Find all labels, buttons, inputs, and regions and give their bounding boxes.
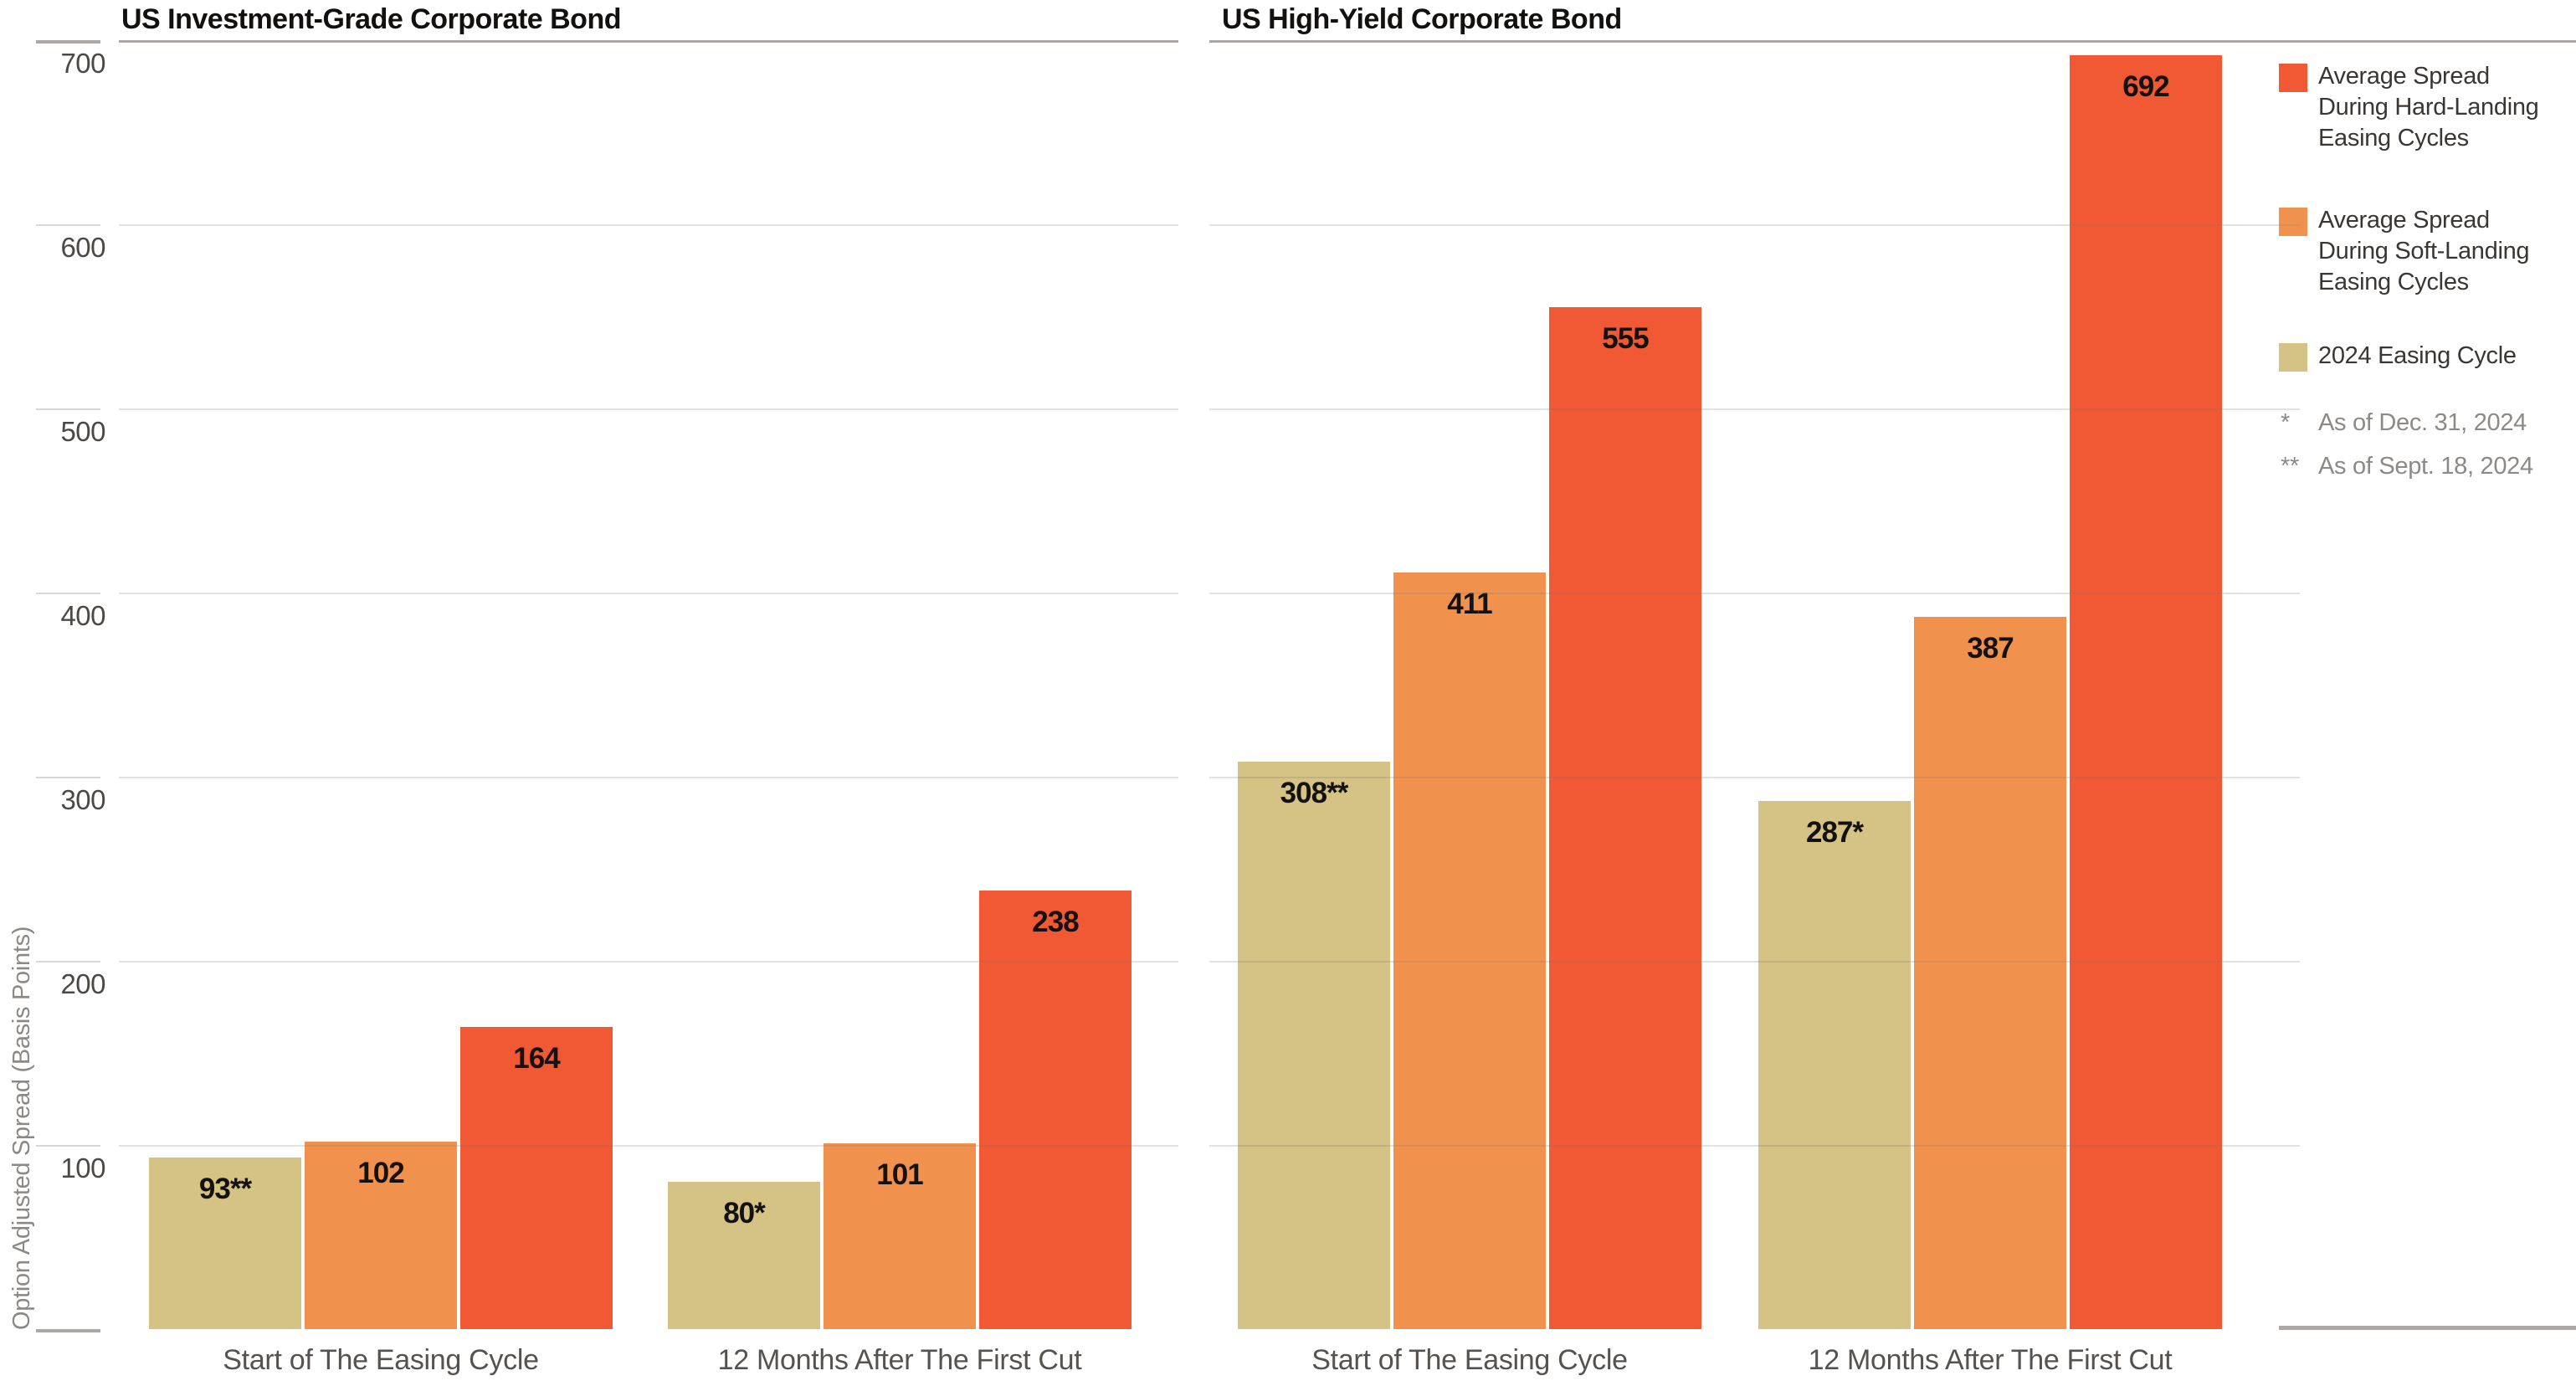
y-tick (36, 961, 100, 963)
y-tick-label: 500 (60, 416, 105, 447)
bar (979, 891, 1131, 1329)
gridline (119, 777, 1178, 778)
footnote-marker: * (2281, 409, 2290, 436)
bar (460, 1027, 613, 1329)
y-tick-label: 300 (60, 784, 105, 815)
legend-swatch-soft-landing (2279, 208, 2307, 236)
bar-value-label: 387 (1967, 632, 2014, 665)
chart-title: US Investment-Grade Corporate Bond (121, 3, 621, 35)
y-tick (36, 777, 100, 778)
gridline (119, 224, 1178, 226)
category-label: 12 Months After The First Cut (717, 1344, 1082, 1376)
bar (2070, 55, 2222, 1329)
gridline (1209, 224, 2300, 226)
legend-label-line: Average Spread (2318, 63, 2490, 90)
gridline (119, 408, 1178, 410)
y-tick (36, 593, 100, 594)
y-tick-label: 100 (60, 1153, 105, 1183)
y-tick (36, 224, 100, 226)
bar-value-label: 93** (198, 1173, 252, 1205)
chart-title: US High-Yield Corporate Bond (1222, 3, 1622, 35)
legend-label: 2024 Easing Cycle (2318, 341, 2517, 372)
y-tick (36, 40, 100, 44)
bar-value-label: 287* (1805, 816, 1864, 849)
legend-top-rule (2279, 40, 2576, 43)
bar-value-label: 692 (2122, 70, 2169, 103)
bar (824, 1143, 976, 1329)
gridline (1209, 961, 2300, 963)
gridline (1209, 1145, 2300, 1147)
gridline (1209, 593, 2300, 594)
bar (1238, 762, 1390, 1329)
gridline (1209, 408, 2300, 410)
legend-bottom-rule (2279, 1326, 2576, 1330)
bar (1914, 617, 2066, 1329)
category-label: Start of The Easing Cycle (1311, 1344, 1628, 1376)
legend-label-line: Average Spread (2318, 207, 2490, 234)
top-axis-line (119, 40, 1178, 43)
y-tick-label: 600 (60, 232, 105, 263)
y-tick-label: 400 (60, 600, 105, 631)
bar-value-label: 101 (876, 1158, 923, 1191)
bar (668, 1182, 820, 1329)
category-label: 12 Months After The First Cut (1808, 1344, 2173, 1376)
legend-label: Average Spread During Hard-Landing Easin… (2318, 61, 2539, 154)
category-label: Start of The Easing Cycle (223, 1344, 539, 1376)
gridline (119, 961, 1178, 963)
top-axis-line (1209, 40, 2300, 43)
bar-value-label: 102 (357, 1157, 404, 1189)
legend-label-line: During Soft-Landing (2318, 238, 2530, 264)
bar (1393, 572, 1546, 1329)
y-tick-label: 200 (60, 968, 105, 999)
y-tick (36, 1329, 100, 1332)
legend-label-line: 2024 Easing Cycle (2318, 342, 2517, 369)
legend-label-line: During Hard-Landing (2318, 94, 2539, 121)
gridline (119, 1145, 1178, 1147)
legend-swatch-2024-cycle (2279, 343, 2307, 372)
y-tick-label: 700 (60, 48, 105, 79)
bar-value-label: 80* (723, 1197, 766, 1230)
legend-swatch-hard-landing (2279, 64, 2307, 92)
footnote-text: As of Sept. 18, 2024 (2318, 453, 2533, 480)
legend-label-line: Easing Cycles (2318, 125, 2469, 151)
bar (1758, 801, 1911, 1329)
bar (149, 1158, 301, 1329)
bar (1549, 307, 1701, 1329)
y-tick (36, 1145, 100, 1147)
footnote-text: As of Dec. 31, 2024 (2318, 409, 2527, 436)
bar-value-label: 238 (1032, 906, 1079, 938)
gridline (1209, 777, 2300, 778)
y-tick (36, 408, 100, 410)
bar-value-label: 555 (1602, 322, 1649, 355)
bar-value-label: 411 (1447, 588, 1492, 620)
bar-value-label: 164 (513, 1042, 560, 1075)
bar (305, 1142, 457, 1329)
legend-label-line: Easing Cycles (2318, 269, 2469, 295)
bar-value-label: 308** (1280, 777, 1349, 809)
footnote-marker: ** (2281, 453, 2299, 480)
gridline (119, 593, 1178, 594)
legend-label: Average Spread During Soft-Landing Easin… (2318, 205, 2530, 298)
